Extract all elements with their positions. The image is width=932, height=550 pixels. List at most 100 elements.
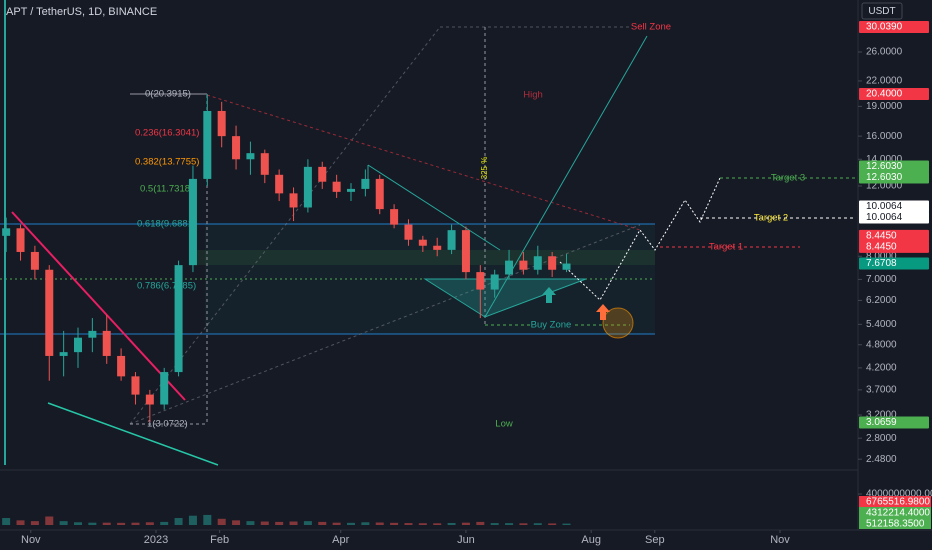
volume-bar <box>289 521 298 525</box>
price-tag <box>859 211 929 224</box>
fib-label: 0.5(11.7318) <box>140 184 193 195</box>
price-tag <box>859 416 929 429</box>
candle-body <box>88 330 97 338</box>
volume-bar <box>45 516 54 525</box>
volume-bar <box>131 522 140 525</box>
volume-bar <box>361 522 370 525</box>
candle-body <box>45 269 54 356</box>
volume-tag-label: 6765516.9800 <box>866 497 930 508</box>
volume-tick-label: 4000000000.0000 <box>866 489 932 500</box>
price-tag <box>859 229 929 242</box>
price-tag-label: 7.6708 <box>866 258 897 269</box>
candle-body <box>203 110 212 179</box>
y-tick-label: 8.0000 <box>866 251 897 262</box>
volume-bar <box>217 518 226 525</box>
price-tag-label: 12.6030 <box>866 172 903 183</box>
volume-bar <box>145 522 154 525</box>
volume-bar <box>160 521 169 525</box>
candle-body <box>461 230 470 273</box>
currency-button[interactable] <box>861 2 903 20</box>
candle-body <box>433 245 442 250</box>
volume-bar <box>404 523 413 525</box>
price-tag-label: 12.6030 <box>866 161 903 172</box>
candle-body <box>361 178 370 189</box>
price-tag-label: 20.4000 <box>866 89 903 100</box>
candle-body <box>160 372 169 405</box>
candle-body <box>30 251 39 270</box>
candle-body <box>519 260 528 270</box>
y-tick-label: 3.2000 <box>866 410 897 421</box>
sell-zone-label: Sell Zone <box>631 22 671 33</box>
x-tick-label: 2023 <box>144 534 168 546</box>
volume-bar <box>390 522 399 525</box>
candle-body <box>562 263 571 270</box>
volume-bar <box>88 522 97 525</box>
chart-title: APT / TetherUS, 1D, BINANCE <box>6 6 157 18</box>
volume-bar <box>418 523 427 525</box>
y-tick-label: 2.8000 <box>866 433 897 444</box>
y-tick-label: 2.4800 <box>866 454 897 465</box>
price-tag-label: 10.0064 <box>866 201 903 212</box>
candle-body <box>347 188 355 192</box>
fib-label: 0(20.3915) <box>145 89 191 100</box>
candle-body <box>476 272 485 290</box>
y-tick-label: 7.0000 <box>866 274 897 285</box>
volume-bar <box>74 522 82 525</box>
target-label: Target 3 <box>771 173 805 184</box>
x-tick-label: Apr <box>332 534 349 546</box>
candle-body <box>505 260 514 275</box>
price-tag <box>859 88 929 101</box>
y-tick-label: 14.0000 <box>866 154 903 165</box>
y-tick-label: 4.8000 <box>866 339 897 350</box>
x-tick-label: Feb <box>210 534 229 546</box>
currency-label[interactable]: USDT <box>868 6 895 17</box>
candle-body <box>16 228 25 252</box>
price-tag <box>859 171 929 184</box>
price-tag <box>859 257 929 270</box>
price-tag <box>859 20 929 33</box>
volume-bar <box>117 522 126 525</box>
candle-body <box>375 178 384 210</box>
candle-body <box>289 193 298 208</box>
candle-body <box>174 265 183 373</box>
y-tick-label: 16.0000 <box>866 131 903 142</box>
volume-bar <box>318 521 327 525</box>
volume-bar <box>447 522 456 525</box>
volume-bar <box>275 521 284 525</box>
candle-body <box>318 166 327 182</box>
target-label: Target 1 <box>709 242 743 253</box>
volume-bar <box>30 521 39 525</box>
volume-bar <box>260 521 269 525</box>
candle-body <box>303 166 312 208</box>
price-tag-label: 8.4450 <box>866 242 897 253</box>
candle-body <box>232 136 241 160</box>
y-tick-label: 5.4000 <box>866 319 897 330</box>
volume-bar <box>461 522 470 525</box>
volume-bar <box>232 520 241 525</box>
candle-body <box>246 153 255 160</box>
price-tag-label: 8.4450 <box>866 231 897 242</box>
x-tick-label: Jun <box>457 534 475 546</box>
x-tick-label: Aug <box>581 534 601 546</box>
candle-body <box>490 274 499 290</box>
fib-label: 1(3.0722) <box>147 419 188 430</box>
volume-bar <box>533 523 542 525</box>
volume-bar <box>203 514 212 525</box>
y-tick-label: 26.0000 <box>866 47 903 58</box>
volume-bar <box>490 523 499 525</box>
volume-bar <box>16 520 25 525</box>
candle-body <box>418 239 427 246</box>
candle-body <box>131 376 140 395</box>
candle-body <box>447 230 456 250</box>
y-tick-label: 19.0000 <box>866 101 903 112</box>
volume-bar <box>246 521 255 525</box>
candle-body <box>188 178 197 266</box>
volume-bar <box>188 515 197 525</box>
percent-label: 325 % <box>480 157 489 180</box>
volume-bar <box>347 522 355 525</box>
volume-tag <box>859 507 931 518</box>
y-tick-label: 3.7000 <box>866 385 897 396</box>
volume-bar <box>505 523 514 525</box>
volume-bar <box>375 522 384 525</box>
